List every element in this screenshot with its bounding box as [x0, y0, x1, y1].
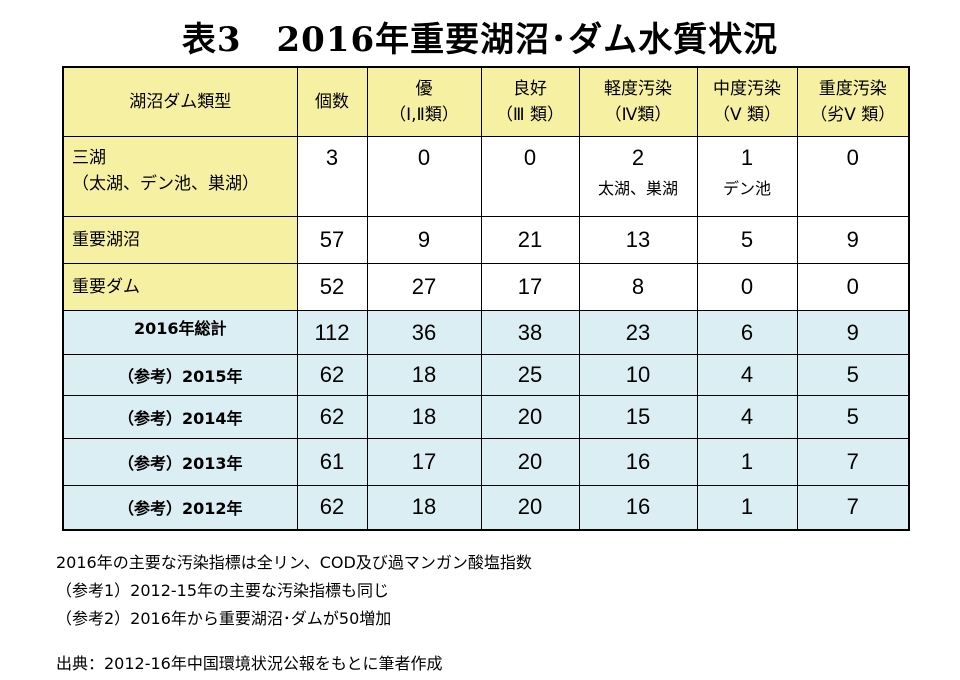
header-light-sub: （Ⅳ類） [604, 105, 672, 125]
cell-heavy: 7 [796, 438, 910, 486]
water-quality-table: 湖沼ダム類型 個数 優 （Ⅰ,Ⅱ類） 良好 （Ⅲ 類） 軽度汚染 （Ⅳ類） 中度汚染 （… [62, 66, 910, 531]
cell-heavy: 9 [796, 310, 910, 355]
cell-excellent: 9 [366, 216, 482, 264]
cell-good: 20 [480, 438, 580, 486]
header-excellent-sub: （Ⅰ,Ⅱ類） [389, 105, 459, 125]
row-label: 重要ダム [62, 263, 298, 311]
table-row-reference: （参考）2014年 62 18 20 15 4 5 [62, 395, 910, 439]
header-good: 良好 （Ⅲ 類） [480, 66, 580, 137]
cell-medium: 4 [696, 395, 798, 439]
header-heavy-label: 重度汚染 [818, 79, 887, 99]
cell-medium: 0 [696, 263, 798, 311]
cell-medium: 1 デン池 [696, 136, 798, 217]
note-line: （参考2）2016年から重要湖沼･ダムが50増加 [56, 609, 392, 628]
header-heavy-sub: （劣Ⅴ 類） [810, 105, 896, 125]
source-note: 出典：2012-16年中国環境状況公報をもとに筆者作成 [56, 654, 443, 673]
header-count: 個数 [296, 66, 368, 137]
header-light-label: 軽度汚染 [604, 79, 672, 99]
notes-block: 2016年の主要な汚染指標は全リン、COD及び過マンガン酸塩指数 （参考1）20… [56, 549, 532, 633]
cell-light: 2 太湖、巣湖 [578, 136, 698, 217]
row-label: 重要湖沼 [62, 216, 298, 264]
table-row: 三湖 （太湖、デン池、巣湖） 3 0 0 2 太湖、巣湖 1 デン池 0 [62, 136, 910, 217]
cell-good: 17 [480, 263, 580, 311]
header-heavy: 重度汚染 （劣Ⅴ 類） [796, 66, 910, 137]
header-light: 軽度汚染 （Ⅳ類） [578, 66, 698, 137]
cell-count: 62 [296, 485, 368, 530]
cell-excellent: 18 [366, 354, 482, 396]
cell-heavy: 0 [796, 263, 910, 311]
cell-medium: 4 [696, 354, 798, 396]
cell-excellent: 17 [366, 438, 482, 486]
cell-heavy: 5 [796, 395, 910, 439]
cell-excellent: 0 [366, 136, 482, 217]
table-row: 重要湖沼 57 9 21 13 5 9 [62, 216, 910, 264]
table-row-reference: （参考）2013年 61 17 20 16 1 7 [62, 438, 910, 486]
cell-medium: 1 [696, 438, 798, 486]
note-line: 2016年の主要な汚染指標は全リン、COD及び過マンガン酸塩指数 [56, 553, 532, 572]
cell-heavy: 9 [796, 216, 910, 264]
row-label: （参考）2015年 [62, 354, 298, 396]
cell-excellent: 36 [366, 310, 482, 355]
cell-heavy: 5 [796, 354, 910, 396]
cell-light-value: 2 [631, 145, 645, 170]
cell-light: 10 [578, 354, 698, 396]
cell-count: 57 [296, 216, 368, 264]
row-label-sub: （太湖、デン池、巣湖） [72, 174, 259, 194]
header-excellent-label: 優 [415, 79, 433, 99]
cell-medium-note: デン池 [722, 179, 771, 198]
cell-medium-value: 1 [740, 145, 754, 170]
cell-heavy: 7 [796, 485, 910, 530]
row-label: 三湖 （太湖、デン池、巣湖） [62, 136, 298, 217]
header-medium-sub: （Ⅴ 類） [712, 105, 782, 125]
row-label: 2016年総計 [62, 310, 298, 355]
row-label: （参考）2014年 [62, 395, 298, 439]
cell-good: 25 [480, 354, 580, 396]
cell-light: 8 [578, 263, 698, 311]
cell-heavy: 0 [796, 136, 910, 217]
row-label: （参考）2012年 [62, 485, 298, 530]
cell-good: 0 [480, 136, 580, 217]
cell-medium: 6 [696, 310, 798, 355]
row-label: （参考）2013年 [62, 438, 298, 486]
cell-light: 16 [578, 485, 698, 530]
cell-count: 62 [296, 354, 368, 396]
table-row: 重要ダム 52 27 17 8 0 0 [62, 263, 910, 311]
cell-excellent: 18 [366, 395, 482, 439]
header-medium-label: 中度汚染 [713, 79, 781, 99]
cell-count: 3 [296, 136, 368, 217]
header-medium: 中度汚染 （Ⅴ 類） [696, 66, 798, 137]
cell-good: 20 [480, 485, 580, 530]
header-excellent: 優 （Ⅰ,Ⅱ類） [366, 66, 482, 137]
cell-count: 52 [296, 263, 368, 311]
cell-good: 21 [480, 216, 580, 264]
cell-light: 15 [578, 395, 698, 439]
cell-medium: 5 [696, 216, 798, 264]
cell-good: 38 [480, 310, 580, 355]
table-row-reference: （参考）2012年 62 18 20 16 1 7 [62, 485, 910, 530]
row-label-main: 三湖 [72, 148, 106, 168]
header-category: 湖沼ダム類型 [62, 66, 298, 137]
page-title: 表3 2016年重要湖沼･ダム水質状況 [181, 20, 779, 60]
cell-light-note: 太湖、巣湖 [597, 179, 678, 198]
cell-count: 112 [296, 310, 368, 355]
cell-good: 20 [480, 395, 580, 439]
cell-medium: 1 [696, 485, 798, 530]
cell-count: 61 [296, 438, 368, 486]
cell-light: 23 [578, 310, 698, 355]
table-row-total: 2016年総計 112 36 38 23 6 9 [62, 310, 910, 355]
header-good-sub: （Ⅲ 類） [495, 105, 565, 125]
cell-light: 13 [578, 216, 698, 264]
header-good-label: 良好 [513, 79, 547, 99]
note-line: （参考1）2012-15年の主要な汚染指標も同じ [56, 581, 390, 600]
cell-excellent: 27 [366, 263, 482, 311]
table-header-row: 湖沼ダム類型 個数 優 （Ⅰ,Ⅱ類） 良好 （Ⅲ 類） 軽度汚染 （Ⅳ類） 中度汚染 （… [62, 66, 910, 137]
cell-light: 16 [578, 438, 698, 486]
table-row-reference: （参考）2015年 62 18 25 10 4 5 [62, 354, 910, 396]
cell-count: 62 [296, 395, 368, 439]
cell-excellent: 18 [366, 485, 482, 530]
